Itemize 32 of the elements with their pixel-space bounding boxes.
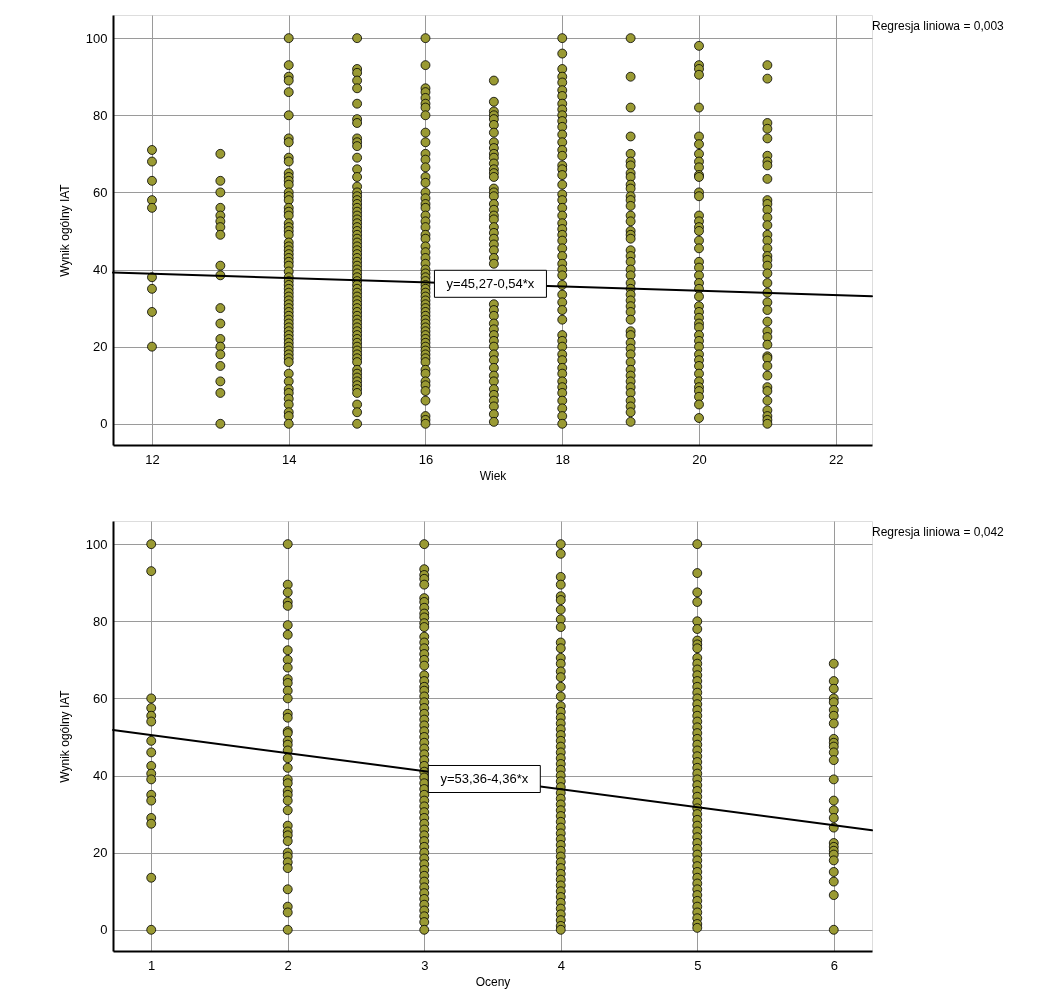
x-tick-label: 16 bbox=[418, 451, 434, 467]
x-tick-label: 14 bbox=[282, 451, 297, 467]
y-tick-label: 60 bbox=[93, 690, 108, 706]
y-tick-label: 20 bbox=[93, 845, 108, 861]
y-tick-label: 80 bbox=[93, 613, 108, 629]
x-tick-label: 12 bbox=[145, 451, 160, 467]
y-tick-label: 40 bbox=[93, 768, 108, 784]
x-axis-title: Oceny bbox=[475, 974, 511, 989]
x-tick-label: 18 bbox=[555, 451, 570, 467]
annotation: y=45,27-0,54*x bbox=[446, 275, 535, 291]
x-tick-label: 5 bbox=[694, 957, 702, 973]
annotation: Regresja liniowa = 0,003 bbox=[872, 19, 1005, 33]
x-tick-label: 20 bbox=[692, 451, 707, 467]
annotation: y=53,36-4,36*x bbox=[440, 771, 529, 786]
x-tick-label: 4 bbox=[557, 957, 565, 973]
y-tick-label: 60 bbox=[93, 184, 108, 200]
x-tick-label: 2 bbox=[284, 957, 292, 973]
y-tick-label: 100 bbox=[85, 30, 108, 46]
y-tick-label: 100 bbox=[85, 536, 108, 552]
x-tick-label: 22 bbox=[829, 451, 844, 467]
y-axis-title: Wynik ogólny IAT bbox=[57, 689, 72, 783]
x-axis-title: Wiek bbox=[479, 468, 508, 483]
y-axis-title: Wynik ogólny IAT bbox=[57, 183, 72, 277]
annotation: Regresja liniowa = 0,042 bbox=[872, 525, 1005, 539]
y-tick-label: 20 bbox=[93, 339, 108, 355]
y-tick-label: 0 bbox=[100, 416, 108, 432]
y-tick-label: 0 bbox=[100, 922, 108, 938]
y-tick-label: 40 bbox=[93, 262, 108, 278]
x-tick-label: 3 bbox=[421, 957, 429, 973]
x-tick-label: 6 bbox=[830, 957, 838, 973]
y-tick-label: 80 bbox=[93, 107, 108, 123]
x-tick-label: 1 bbox=[148, 957, 156, 973]
